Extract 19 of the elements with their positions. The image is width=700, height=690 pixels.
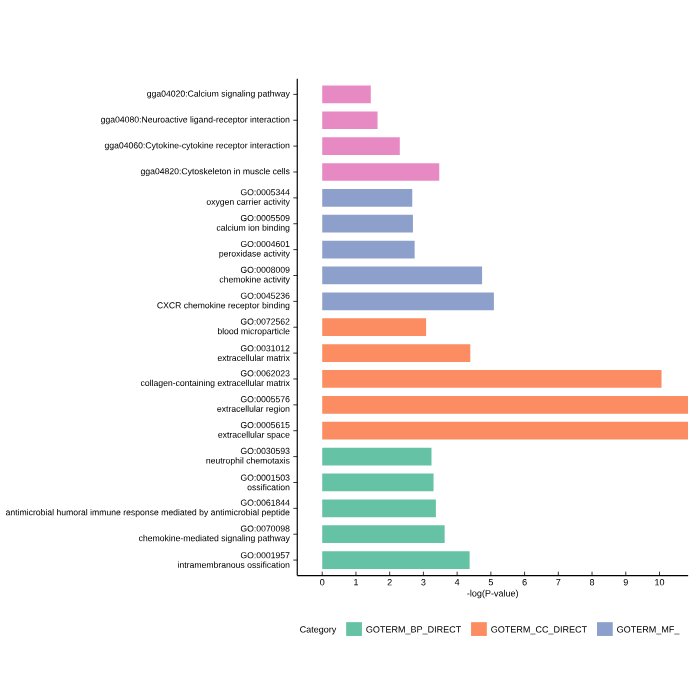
- bar: [322, 85, 371, 104]
- bar: [322, 525, 445, 544]
- bar: [322, 266, 483, 285]
- bar: [322, 318, 427, 337]
- bar: [322, 551, 470, 569]
- bar: [322, 240, 415, 259]
- bar: [322, 137, 400, 156]
- bar: [322, 473, 434, 492]
- bar: [322, 189, 413, 207]
- bar: [322, 214, 413, 233]
- bar: [322, 421, 689, 440]
- bar: [322, 111, 378, 130]
- bar: [322, 396, 689, 414]
- bar: [322, 292, 494, 311]
- bar: [322, 163, 440, 181]
- bar: [322, 344, 471, 363]
- bar: [322, 447, 432, 466]
- bar: [322, 370, 662, 388]
- bar: [322, 499, 436, 518]
